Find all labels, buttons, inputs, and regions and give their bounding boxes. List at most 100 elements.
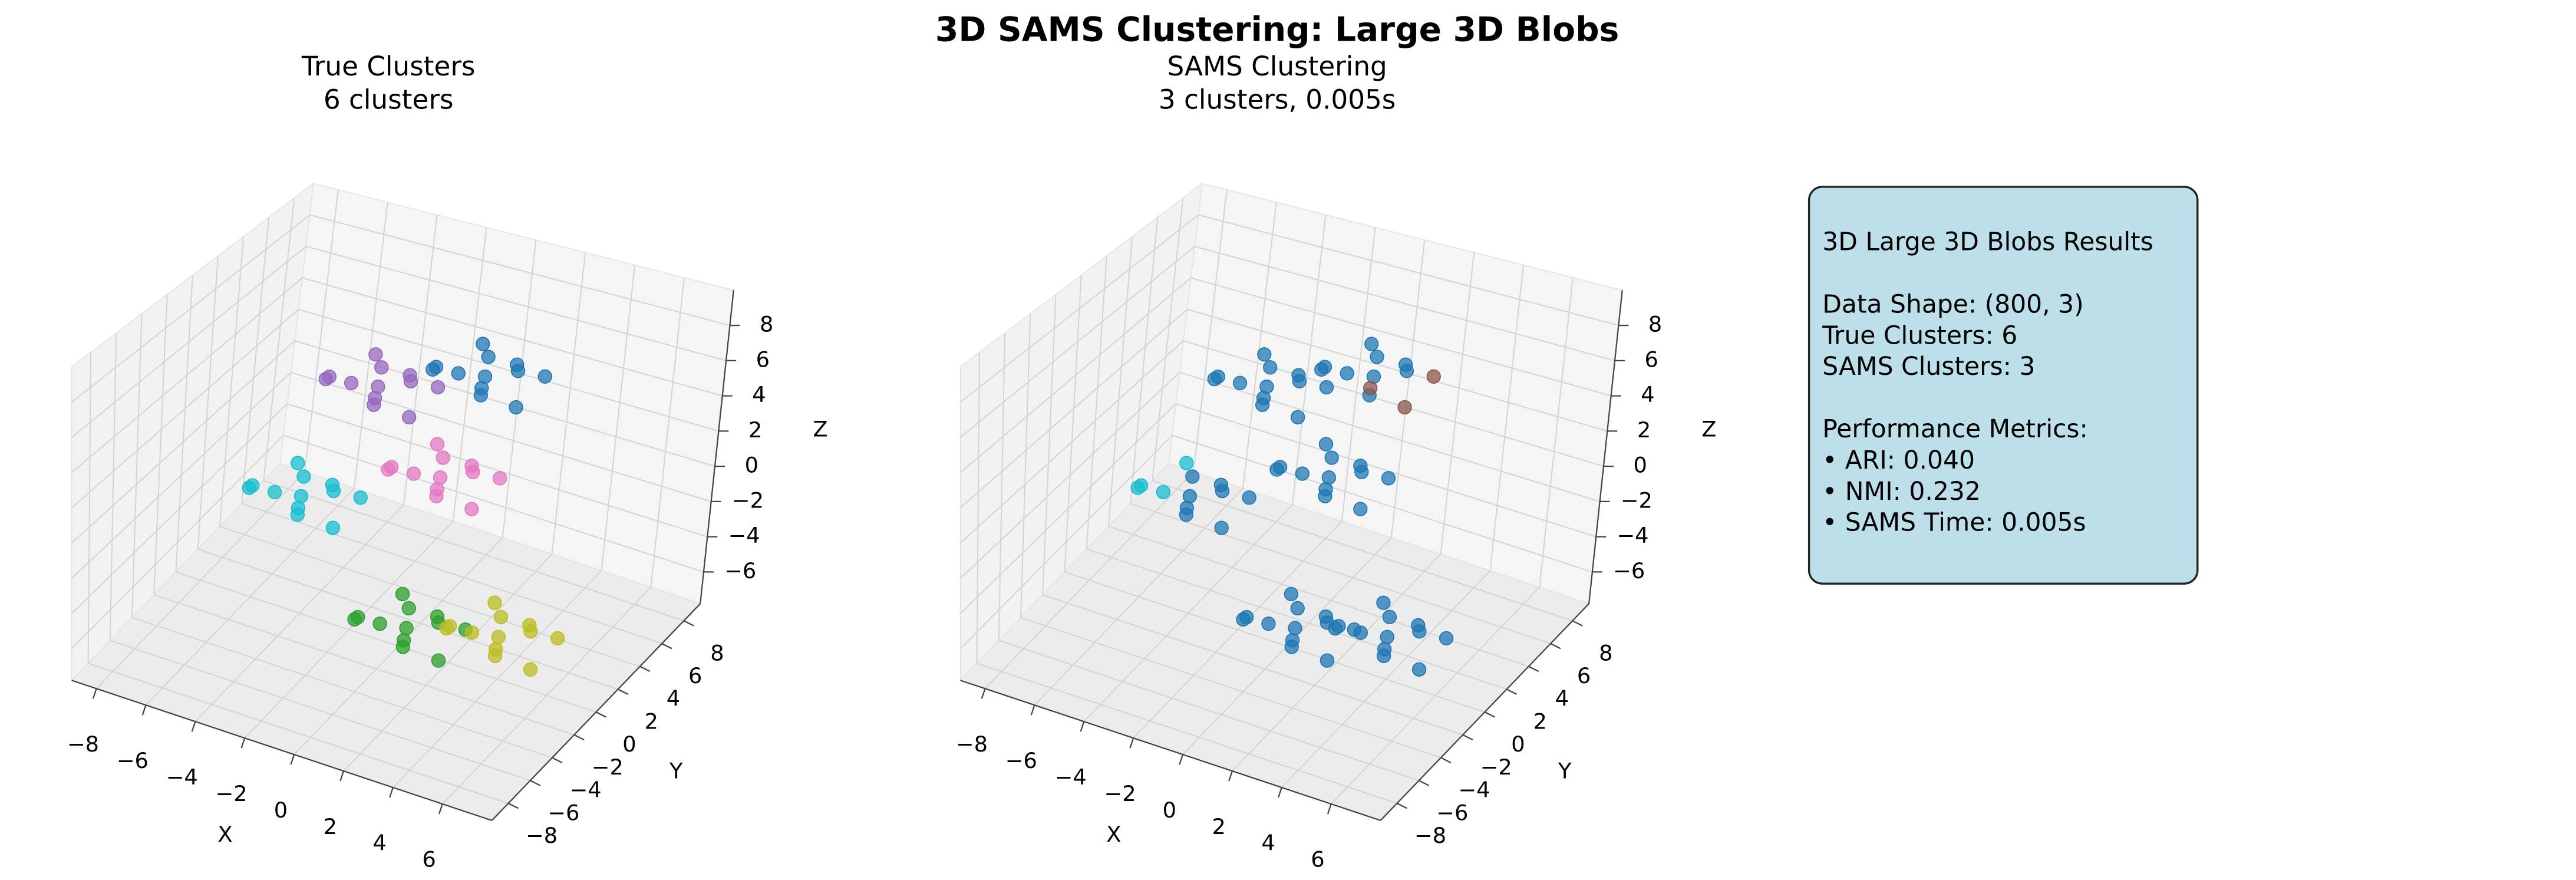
grid-line — [1198, 214, 1619, 327]
grid-line — [131, 314, 143, 618]
grid-line — [219, 236, 245, 527]
data-point — [1318, 437, 1334, 451]
data-point — [493, 609, 509, 624]
x-tick-label: 6 — [422, 847, 436, 872]
info-text: SAMS Clusters: 3 — [1822, 352, 2035, 381]
x-tick-label: 2 — [1212, 814, 1226, 839]
data-point — [451, 366, 466, 381]
tick-mark — [191, 721, 196, 732]
data-point — [491, 629, 506, 644]
grid-line — [71, 246, 306, 438]
grid-line — [1020, 617, 1442, 759]
info-box — [1808, 186, 2199, 585]
data-point — [1363, 381, 1378, 395]
grid-line — [551, 252, 586, 555]
data-point — [1314, 362, 1329, 377]
tick-mark — [661, 642, 672, 650]
grid-line — [403, 215, 438, 505]
tick-mark — [530, 780, 541, 786]
data-point — [1232, 375, 1248, 390]
tick-mark — [1278, 787, 1282, 798]
data-point — [476, 337, 490, 351]
grid-line — [1152, 197, 1184, 481]
data-point — [326, 483, 341, 499]
grid-line — [71, 214, 311, 403]
data-point — [402, 410, 417, 425]
grid-line — [1179, 371, 1600, 502]
data-point — [1321, 470, 1337, 485]
x-tick-label: 4 — [373, 830, 387, 856]
data-point — [1179, 456, 1194, 470]
grid-line — [241, 217, 270, 504]
grid-line — [601, 265, 636, 571]
data-point — [344, 375, 359, 390]
figure-title: 3D SAMS Clustering: Large 3D Blobs — [935, 10, 1619, 49]
chart-title: SAMS Clustering — [1167, 51, 1387, 82]
grid-line — [1020, 314, 1031, 618]
grid-line — [71, 403, 288, 614]
data-point — [290, 507, 305, 522]
grid-line — [302, 277, 723, 397]
data-point — [477, 369, 493, 384]
data-point — [325, 520, 340, 535]
info-text: • SAMS Time: 0.005s — [1822, 509, 2086, 538]
data-point — [1259, 379, 1274, 394]
grid-line — [263, 197, 295, 481]
z-tick-label: 2 — [748, 417, 762, 443]
tick-mark — [1484, 711, 1495, 718]
z-tick-label: −2 — [732, 487, 764, 513]
data-point — [1412, 624, 1427, 639]
grid-line — [1175, 403, 1597, 538]
data-point — [473, 388, 488, 403]
grid-line — [1064, 275, 1082, 572]
z-tick-label: 6 — [1645, 347, 1658, 372]
grid-line — [1042, 294, 1057, 595]
data-point — [1319, 380, 1334, 395]
data-point — [399, 621, 414, 635]
y-axis-label: Y — [1558, 758, 1572, 783]
grid-line — [452, 227, 487, 522]
data-point — [1353, 625, 1368, 640]
z-tick-label: −4 — [728, 523, 760, 548]
tick-mark — [290, 754, 295, 765]
data-point — [353, 490, 368, 505]
grid-line — [110, 640, 531, 782]
x-tick-label: −4 — [166, 764, 198, 790]
data-point — [395, 640, 410, 654]
tick-mark — [1030, 704, 1035, 716]
z-tick-label: 4 — [1641, 382, 1654, 407]
x-tick-label: −8 — [956, 731, 988, 757]
y-tick-label: −4 — [569, 777, 601, 803]
tick-mark — [339, 770, 345, 782]
x-axis-line — [71, 680, 492, 822]
chart-title: True Clusters — [301, 51, 476, 82]
grid-line — [1190, 277, 1611, 397]
grid-line — [197, 548, 618, 690]
grid-line — [959, 309, 1188, 509]
grid-line — [1187, 308, 1608, 432]
grid-line — [977, 663, 1397, 804]
grid-line — [1064, 571, 1485, 713]
grid-line — [959, 403, 1176, 614]
data-point — [1397, 400, 1412, 415]
tick-mark — [981, 688, 986, 699]
grid-line — [291, 371, 711, 502]
tick-mark — [1228, 770, 1233, 782]
data-point — [1242, 490, 1256, 505]
data-point — [1263, 360, 1278, 375]
grid-line — [298, 308, 719, 432]
x-tick-label: −2 — [1104, 781, 1136, 806]
tick-mark — [1572, 620, 1583, 627]
data-point — [464, 625, 480, 640]
x-tick-label: 0 — [274, 797, 288, 823]
grid-line — [305, 246, 727, 361]
z-tick-label: −4 — [1617, 523, 1648, 548]
data-point — [487, 648, 503, 664]
tick-mark — [1506, 688, 1518, 695]
x-axis-label: X — [1106, 822, 1121, 847]
data-point — [242, 480, 256, 495]
y-axis-label: Y — [669, 758, 683, 783]
data-point — [293, 489, 309, 504]
